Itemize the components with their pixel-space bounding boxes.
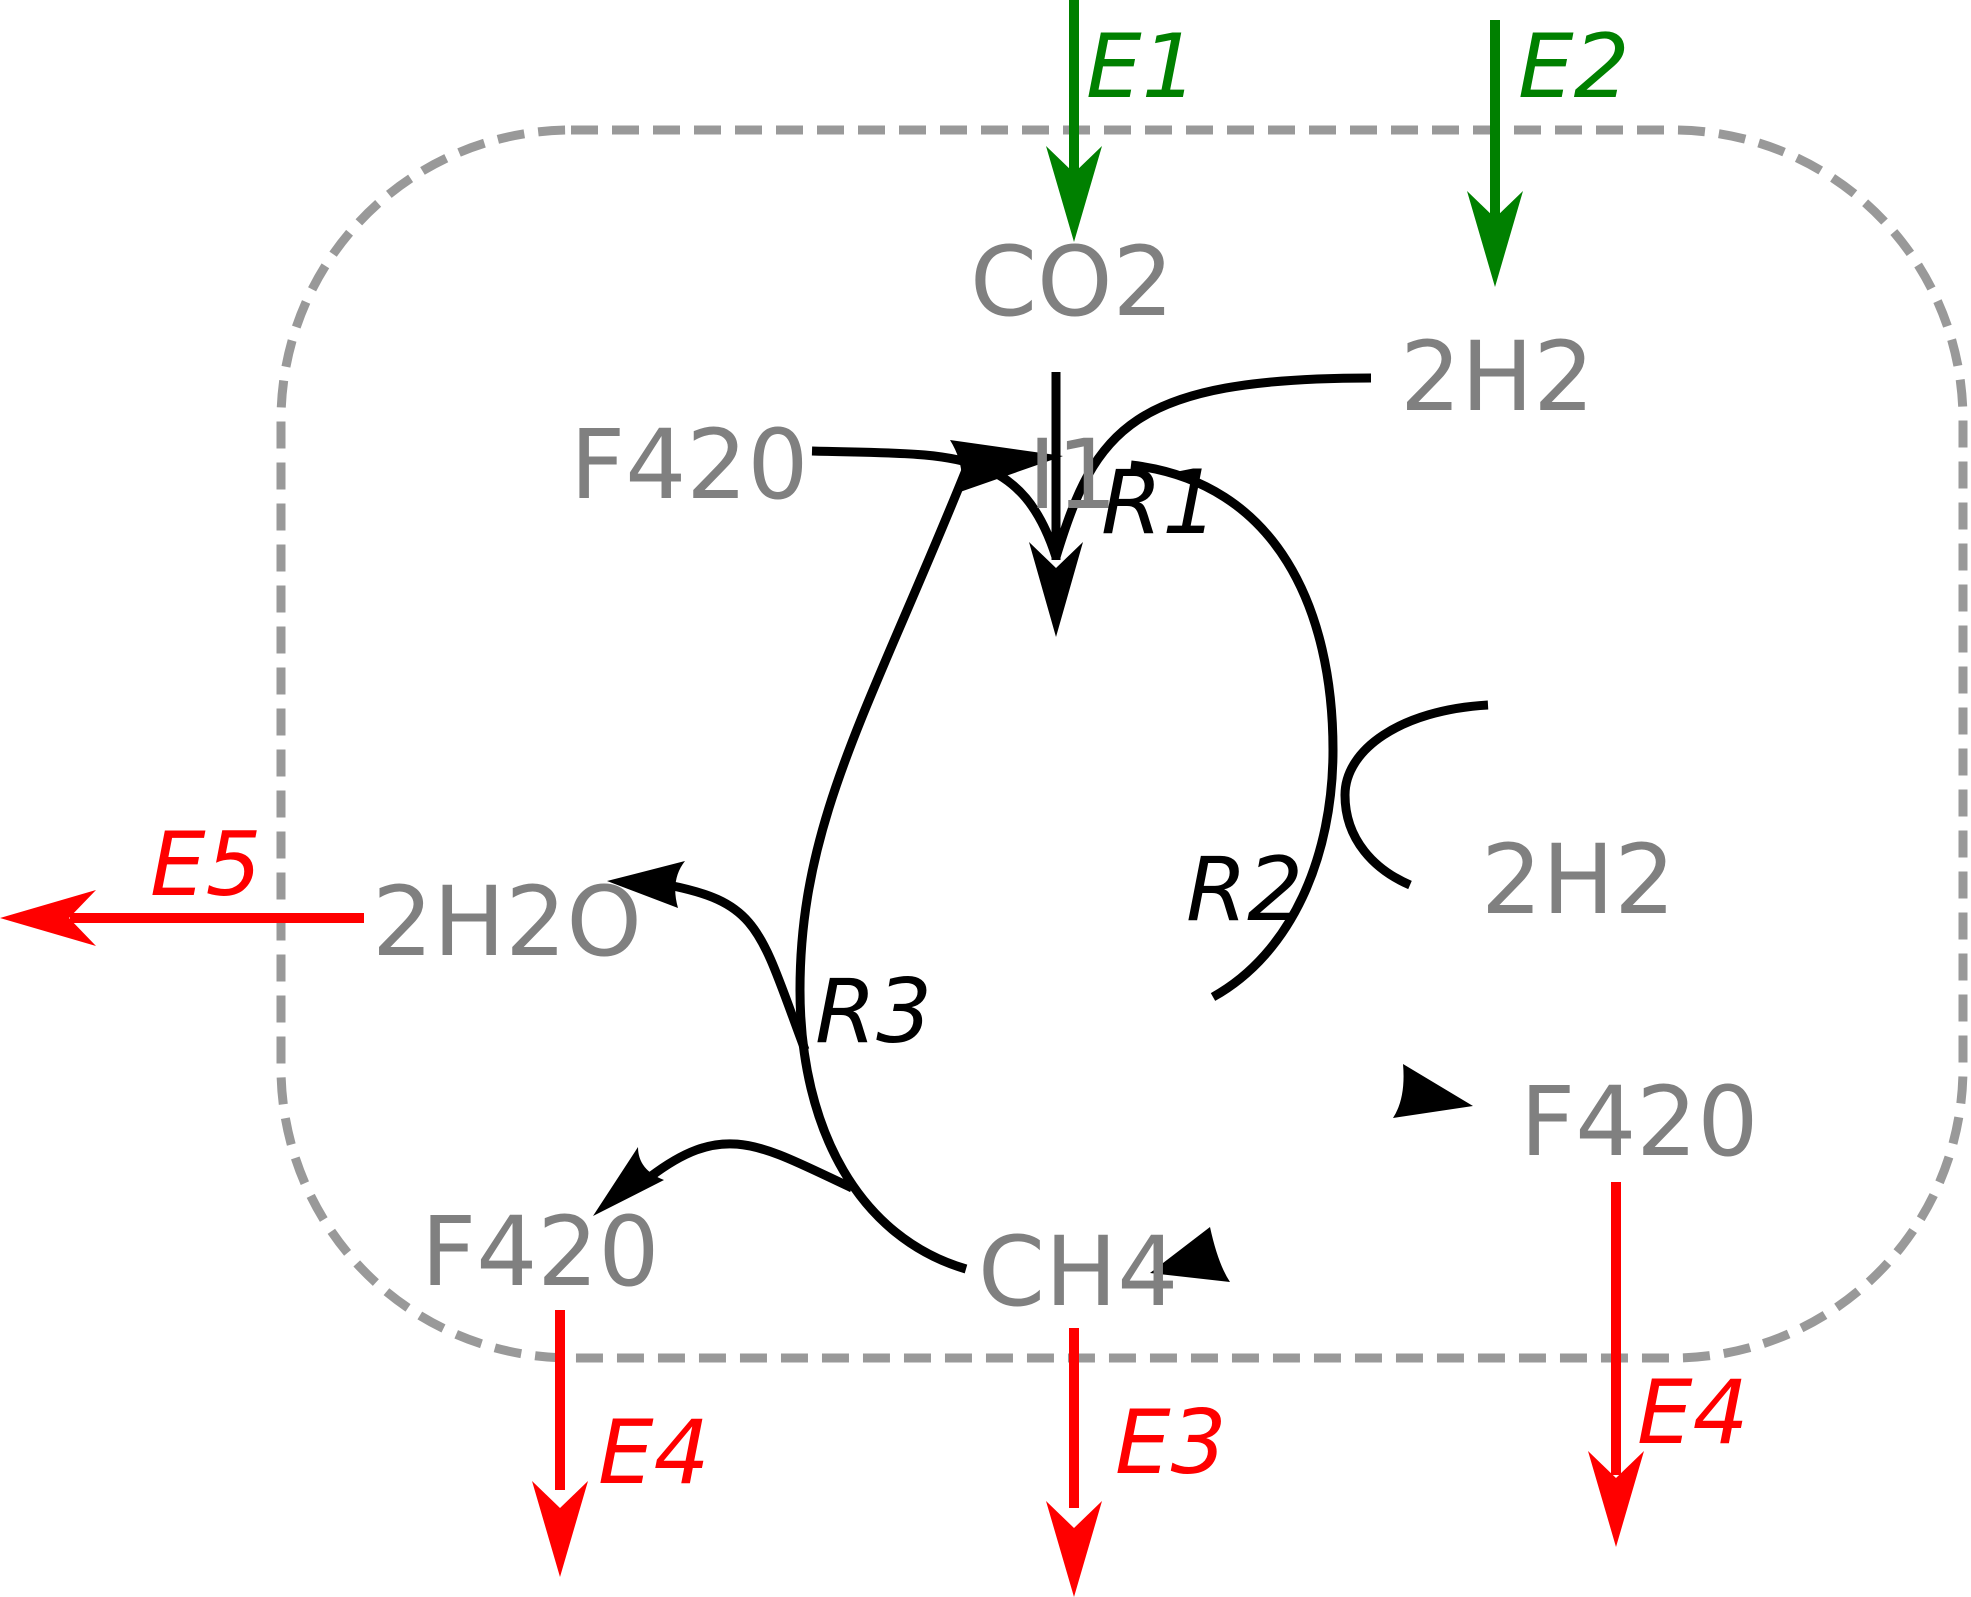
- reaction-r3-arrows: [593, 440, 1063, 1274]
- exchange-e4-right-arrow: [1588, 1182, 1644, 1547]
- reaction-r3-label: R3: [815, 960, 932, 1063]
- species-i1-label: I1: [1028, 419, 1117, 531]
- species-2h2o-label: 2H2O: [372, 866, 642, 978]
- exchange-e4-left-arrow: [532, 1310, 588, 1577]
- exchange-e3-label: E3: [1115, 1391, 1227, 1494]
- species-ch4-label: CH4: [978, 1216, 1178, 1328]
- exchange-e1-label: E1: [1086, 15, 1198, 118]
- exchange-e2-label: E2: [1518, 15, 1630, 118]
- reaction-r1-label: R1: [1101, 451, 1218, 554]
- species-co2-label: CO2: [970, 226, 1174, 338]
- exchange-e5-label: E5: [150, 813, 262, 916]
- exchange-e5-arrow: [0, 890, 364, 946]
- exchange-e4-right-label: E4: [1637, 1361, 1749, 1464]
- species-f420-left-label: F420: [421, 1196, 659, 1308]
- cell-boundary: [276, 125, 1968, 1363]
- exchange-e4-left-label: E4: [598, 1401, 710, 1504]
- species-2h2-right-label: 2H2: [1481, 824, 1675, 936]
- reaction-r2-arrows: [1130, 460, 1489, 1282]
- species-f420-right-label: F420: [1520, 1066, 1758, 1178]
- exchange-e1-arrow: [1046, 0, 1102, 242]
- exchange-e2-arrow: [1467, 20, 1523, 287]
- species-f420-top-label: F420: [570, 409, 808, 521]
- exchange-e3-arrow: [1046, 1328, 1102, 1597]
- species-2h2-top-label: 2H2: [1400, 321, 1594, 433]
- reaction-r2-label: R2: [1186, 838, 1303, 941]
